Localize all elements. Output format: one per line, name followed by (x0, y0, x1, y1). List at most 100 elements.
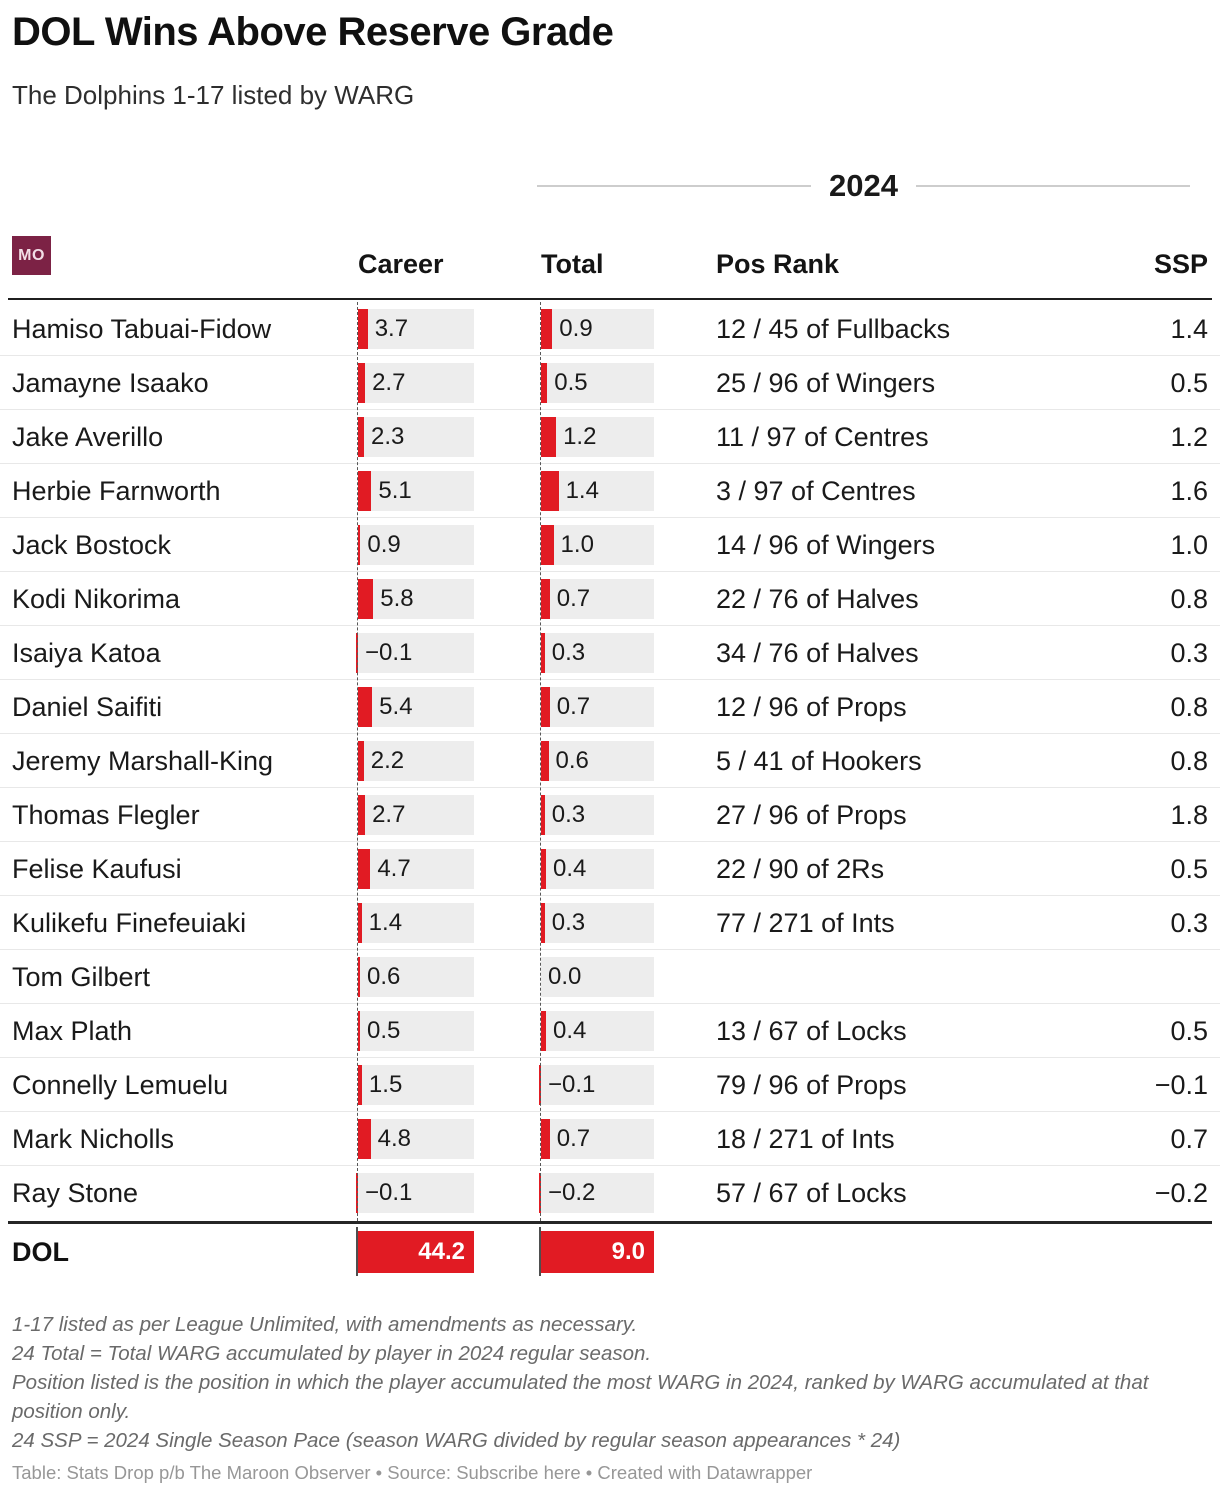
player-name: Ray Stone (12, 1178, 139, 1208)
career-bar (358, 795, 366, 835)
table-row: Jeremy Marshall-King 2.2 0.6 5 / 41 of H… (0, 734, 1220, 788)
total-value: 0.7 (556, 1125, 591, 1152)
ssp-value: 0.3 (1170, 908, 1208, 938)
career-bar-cell: 5.8 (358, 579, 474, 619)
total-value: 0.6 (555, 747, 589, 774)
career-bar-cell: 0.9 (358, 525, 474, 565)
dol-total-bar: 9.0 (541, 1231, 654, 1273)
table-row: Thomas Flegler 2.7 0.3 27 / 96 of Props … (0, 788, 1220, 842)
total-value: −0.2 (548, 1179, 596, 1206)
career-value: 5.1 (378, 477, 412, 504)
subscribe-link[interactable]: Subscribe here (456, 1462, 581, 1483)
datawrapper-credit: Created with Datawrapper (597, 1462, 813, 1483)
career-value: 5.8 (380, 585, 414, 612)
career-bar (358, 1065, 362, 1105)
ssp-value: 1.0 (1170, 530, 1208, 560)
total-bar (541, 363, 548, 403)
pos-rank: 12 / 45 of Fullbacks (716, 314, 951, 344)
total-bar (541, 633, 545, 673)
total-bar (541, 741, 549, 781)
total-bar-cell: 0.7 (541, 687, 654, 727)
career-value: 2.7 (372, 801, 406, 828)
total-value: 0.4 (553, 855, 587, 882)
career-bar (358, 687, 373, 727)
career-bar (358, 579, 374, 619)
career-bar-cell: 4.8 (358, 1119, 474, 1159)
career-bar (358, 849, 371, 889)
career-value: 1.4 (368, 909, 403, 936)
total-value: 0.3 (551, 639, 586, 666)
total-bar (541, 525, 554, 565)
career-bar (358, 363, 366, 403)
column-header-pos-rank: Pos Rank (716, 249, 840, 279)
pos-rank: 79 / 96 of Props (716, 1070, 907, 1100)
ssp-value: −0.1 (1154, 1070, 1208, 1100)
total-row-label: DOL (12, 1237, 69, 1267)
pos-rank: 27 / 96 of Props (716, 800, 907, 830)
player-name: Tom Gilbert (12, 962, 151, 992)
career-bar (358, 741, 364, 781)
career-bar (358, 471, 372, 511)
total-bar-cell: −0.1 (539, 1065, 654, 1105)
total-bar (541, 417, 557, 457)
table-row: Mark Nicholls 4.8 0.7 18 / 271 of Ints 0… (0, 1112, 1220, 1166)
table-row: Jake Averillo 2.3 1.2 11 / 97 of Centres… (0, 410, 1220, 464)
career-bar (358, 309, 368, 349)
career-bar-cell: 2.3 (358, 417, 474, 457)
pos-rank: 77 / 271 of Ints (716, 908, 895, 938)
total-bar (541, 903, 545, 943)
table-row: Kulikefu Finefeuiaki 1.4 0.3 77 / 271 of… (0, 896, 1220, 950)
ssp-value: 0.8 (1170, 584, 1208, 614)
table-body: Hamiso Tabuai-Fidow 3.7 0.9 12 / 45 of F… (0, 302, 1220, 1220)
group-header-label: 2024 (829, 168, 898, 203)
total-bar-cell: 0.3 (541, 633, 654, 673)
maroon-observer-logo: MO (12, 236, 51, 275)
player-name: Jack Bostock (12, 530, 172, 560)
total-bar-cell: 0.3 (541, 903, 654, 943)
career-bar (358, 417, 365, 457)
dol-total-value: 9.0 (611, 1238, 645, 1265)
career-zero-axis (357, 302, 358, 1221)
career-bar-cell: 3.7 (358, 309, 474, 349)
career-value: 2.2 (370, 747, 405, 774)
total-zero-axis-total-row (539, 1227, 541, 1276)
career-bar-cell: 2.7 (358, 795, 474, 835)
total-bar-cell: 1.2 (541, 417, 654, 457)
page-title: DOL Wins Above Reserve Grade (12, 10, 614, 54)
total-bar (538, 1173, 541, 1213)
pos-rank: 22 / 90 of 2Rs (716, 854, 885, 884)
career-value: 3.7 (374, 315, 409, 342)
total-value: 0.5 (554, 369, 588, 396)
total-bar-cell: 0.4 (541, 849, 654, 889)
career-bar-cell: 4.7 (358, 849, 474, 889)
total-bar (541, 1119, 550, 1159)
ssp-value: −0.2 (1154, 1178, 1208, 1208)
player-name: Thomas Flegler (12, 800, 200, 830)
career-value: 2.7 (372, 369, 406, 396)
ssp-value: 0.5 (1170, 1016, 1208, 1046)
total-bar-cell: 0.7 (541, 579, 654, 619)
total-bar (541, 687, 550, 727)
pos-rank: 34 / 76 of Halves (716, 638, 919, 668)
total-bar (541, 471, 559, 511)
pos-rank: 11 / 97 of Centres (716, 422, 929, 452)
table-row: Jamayne Isaako 2.7 0.5 25 / 96 of Winger… (0, 356, 1220, 410)
total-bar-cell: 0.4 (541, 1011, 654, 1051)
player-name: Isaiya Katoa (12, 638, 161, 668)
column-header-ssp: SSP (1153, 249, 1208, 279)
total-row: DOL 44.2 9.0 (0, 1224, 1220, 1280)
total-value: 0.3 (551, 909, 586, 936)
total-bar (541, 579, 550, 619)
ssp-value: 0.5 (1170, 368, 1208, 398)
ssp-value: 1.4 (1170, 314, 1208, 344)
group-header-2024: 2024 (537, 166, 1190, 206)
career-bar (358, 903, 362, 943)
table-row: Isaiya Katoa −0.1 0.3 34 / 76 of Halves … (0, 626, 1220, 680)
total-bar-cell: 0.0 (541, 957, 654, 997)
career-value: 5.4 (379, 693, 413, 720)
attribution: Table: Stats Drop p/b The Maroon Observe… (12, 1462, 812, 1484)
table-row: Daniel Saifiti 5.4 0.7 12 / 96 of Props … (0, 680, 1220, 734)
total-row-divider (8, 1221, 1212, 1224)
table-row: Tom Gilbert 0.6 0.0 (0, 950, 1220, 1004)
